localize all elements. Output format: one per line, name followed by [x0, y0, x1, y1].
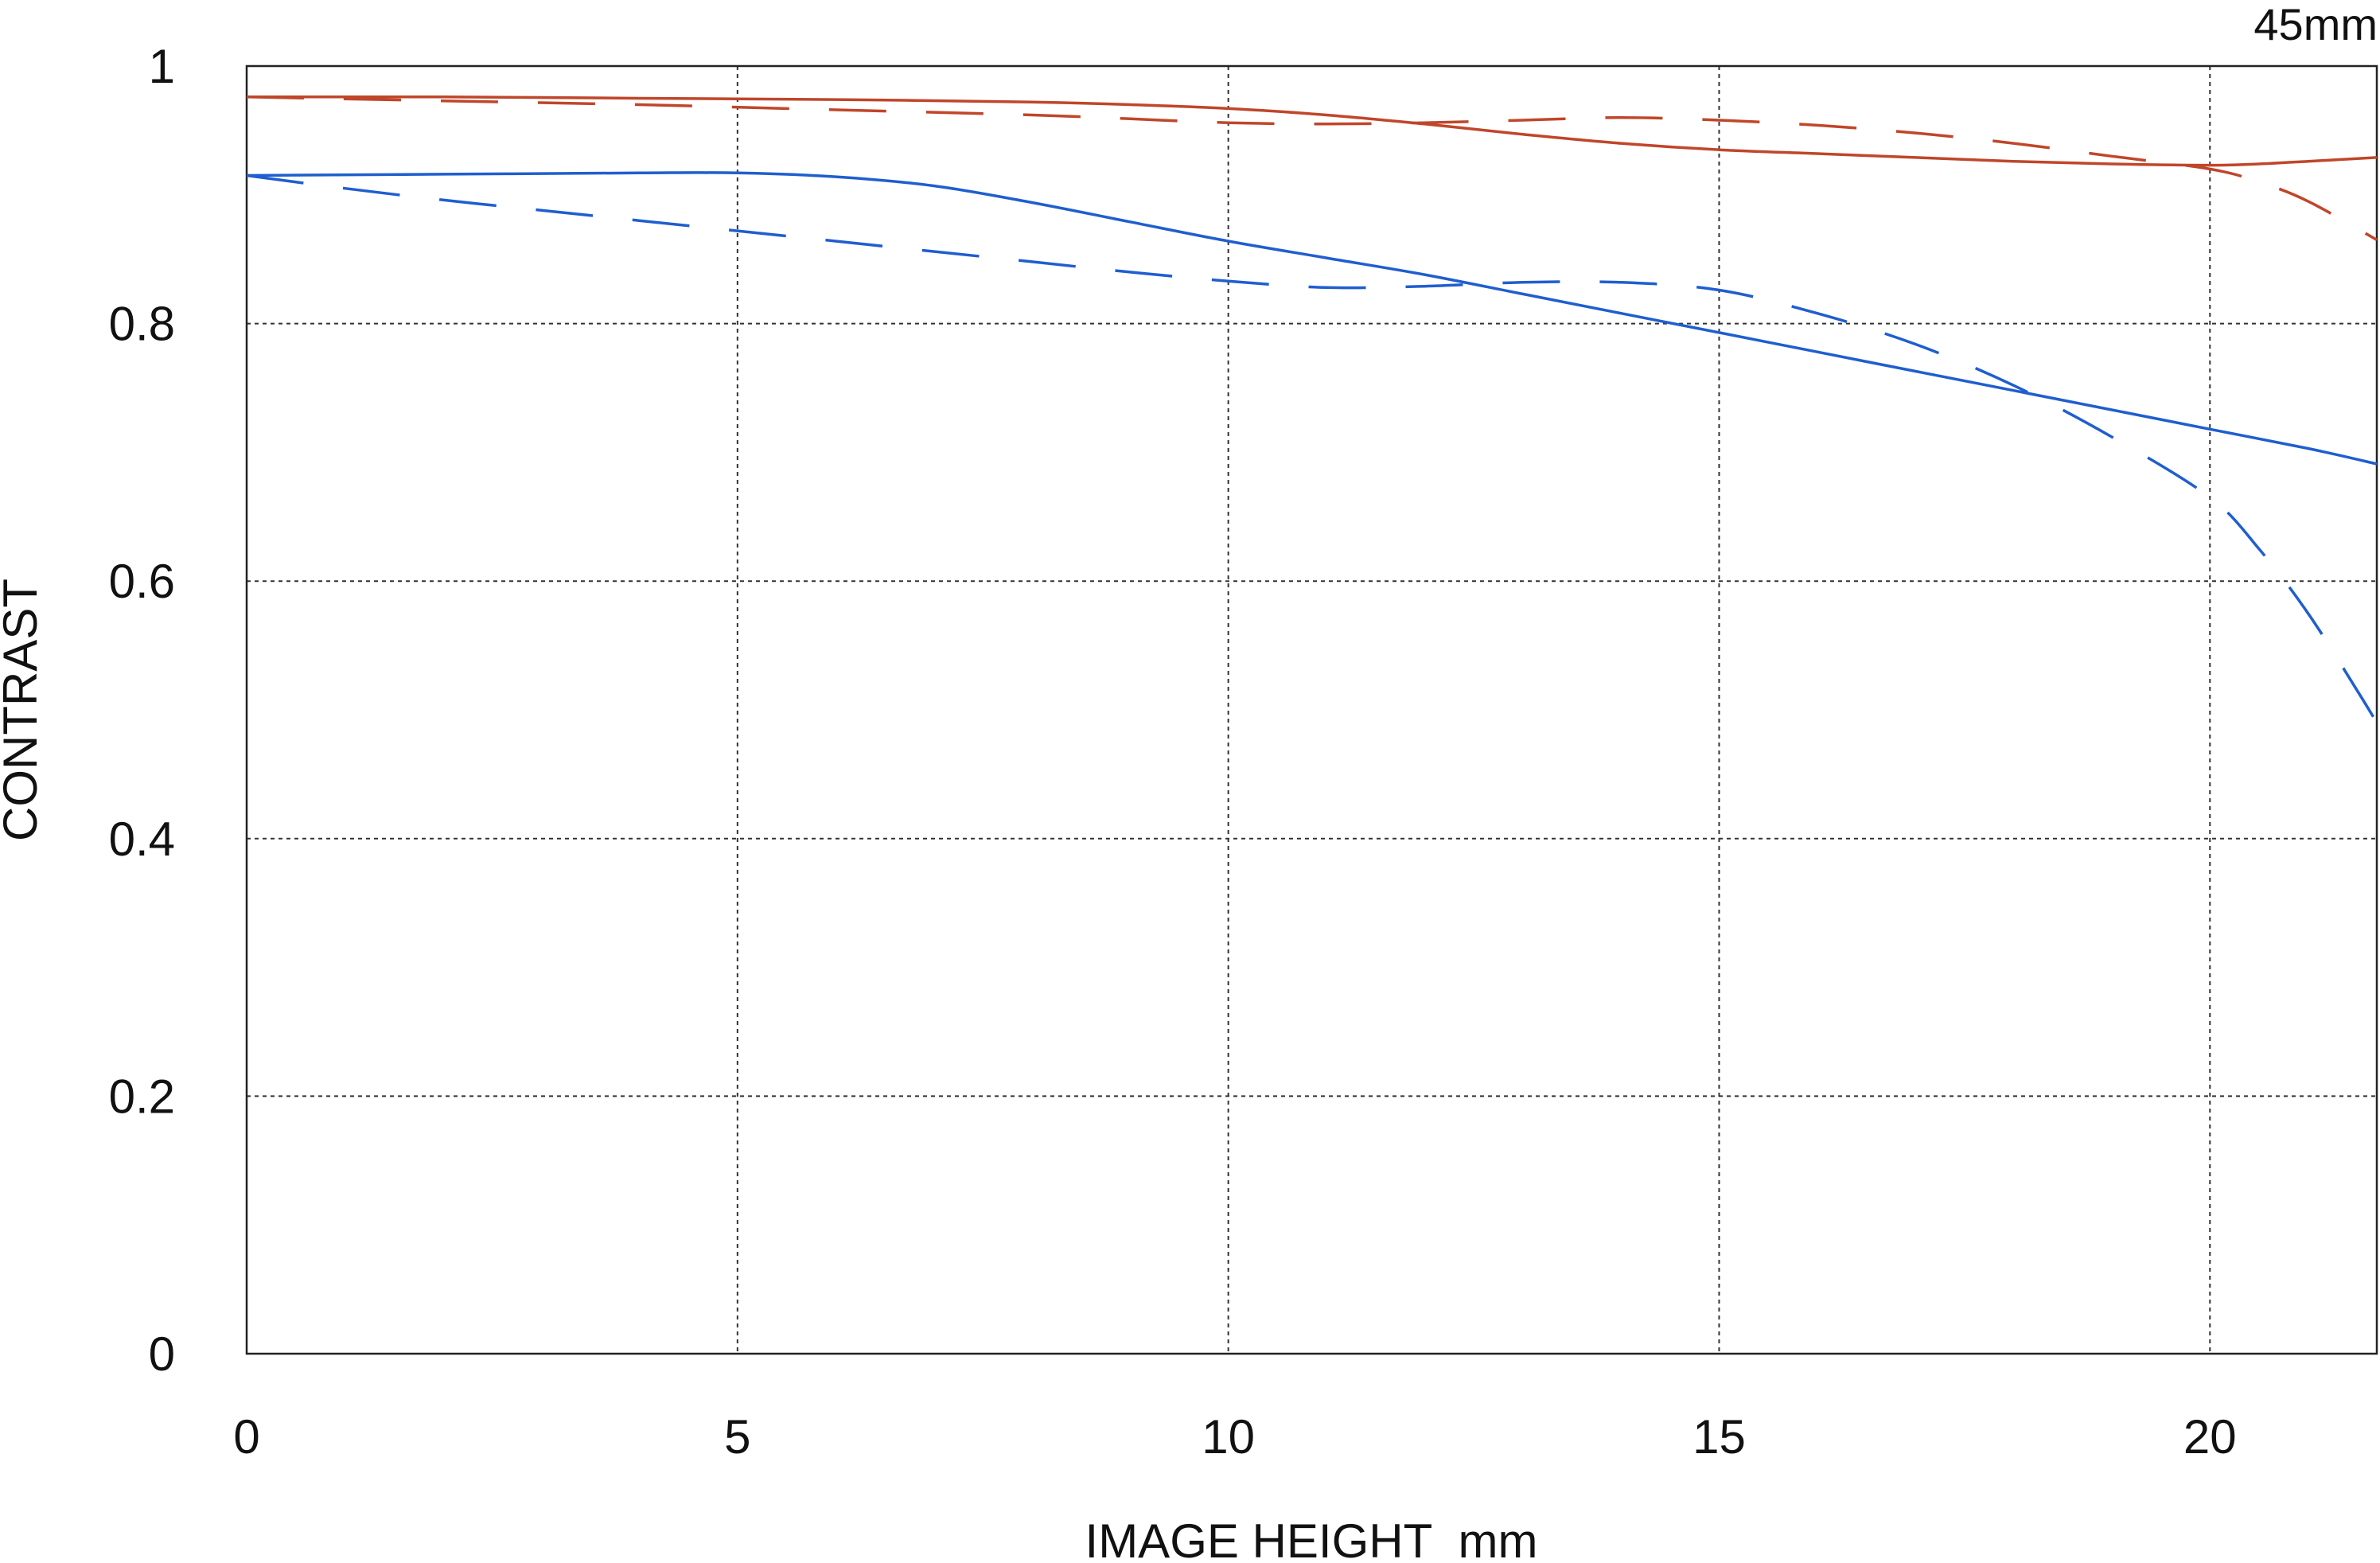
x-tick-label: 20 — [2183, 1410, 2237, 1464]
y-tick-label: 0.2 — [109, 1070, 175, 1123]
series-group — [246, 95, 2378, 724]
focal-length-label: 45mm — [2253, 0, 2378, 49]
series-line-2-dashed — [246, 95, 2378, 241]
x-tick-label: 5 — [724, 1410, 750, 1464]
y-tick-label: 0.4 — [109, 813, 175, 866]
y-tick-label: 0.8 — [109, 298, 175, 351]
y-axis-title: CONTRAST — [0, 579, 47, 841]
y-tick-label: 1 — [149, 40, 175, 93]
series-line-1-solid — [246, 95, 2378, 167]
x-tick-label: 10 — [1202, 1410, 1255, 1464]
tick-labels: 0 5 10 15 20 0 0.2 0.4 0.6 0.8 1 — [109, 40, 2237, 1464]
x-tick-label: 0 — [233, 1410, 259, 1464]
grid-lines — [247, 66, 2377, 1354]
plot-frame — [245, 64, 2378, 1355]
series-line-4-dashed — [246, 173, 2378, 724]
x-tick-label: 15 — [1692, 1410, 1746, 1464]
series-line-3-solid — [246, 171, 2378, 466]
y-tick-label: 0 — [149, 1327, 175, 1381]
y-tick-label: 0.6 — [109, 555, 175, 608]
x-axis-title: IMAGE HEIGHT mm — [1085, 1514, 1538, 1563]
